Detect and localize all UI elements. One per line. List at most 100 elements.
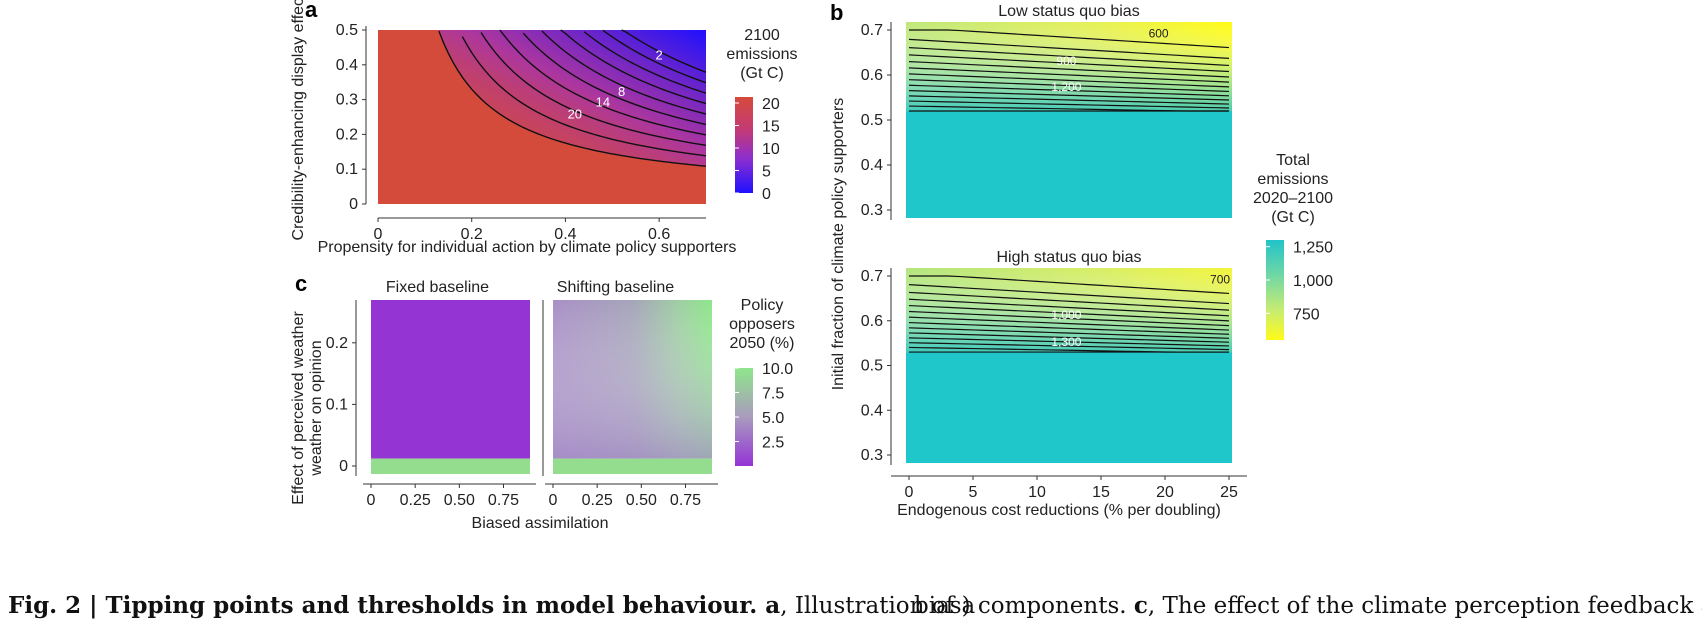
- panel-c-legend-title: Policy: [741, 297, 784, 314]
- panel-b-contour-label: 600: [1149, 27, 1169, 41]
- panel-c-legend-title: opposers: [729, 316, 795, 333]
- panel-a-contour-line: [602, 29, 707, 84]
- panel-b-x-tick-label: 10: [1028, 484, 1046, 501]
- panel-b-y-tick-label: 0.7: [861, 268, 883, 285]
- panel-a-contour-line: [438, 30, 707, 167]
- panel-b-contour-line: [908, 304, 1230, 322]
- panel-b-contour-line: [908, 47, 1230, 67]
- panel-b-contour-line: [908, 310, 1230, 327]
- panel-c-heatmap: [371, 300, 530, 459]
- panel-b-legend-title: Total: [1276, 152, 1310, 169]
- panel-c-y-tick-label: 0.2: [326, 335, 348, 352]
- panel-b-contour-line: [909, 29, 1230, 49]
- panel-c-x-tick-label: 0: [367, 492, 376, 509]
- panel-b-contour-line: [908, 327, 1230, 339]
- panel-c-colorbar-label: 10.0: [762, 361, 793, 378]
- panel-a-contour-line: [522, 32, 707, 126]
- panel-c-x-tick-label: 0.75: [670, 492, 701, 509]
- panel-b-y-label: Initial fraction of climate policy suppo…: [830, 98, 847, 391]
- panel-a-legend-title: emissions: [726, 46, 797, 63]
- panel-c-x-tick-label: 0.50: [444, 492, 475, 509]
- panel-a-contour-label: 8: [618, 84, 625, 99]
- panel-b-contour-line: [908, 73, 1230, 88]
- panel-b-colorbar: [1266, 240, 1284, 340]
- panel-b-contour-line: [908, 321, 1230, 335]
- panel-b-y-tick-label: 0.5: [861, 358, 883, 375]
- panel-a: a 2 8 14 20 0 0.1 0.2 0.3 0.4 0.5 0 0.2 0.4 0.6Propens…: [290, 0, 798, 256]
- panel-b-contour-line: [908, 342, 1230, 351]
- panel-a-colorbar-label: 10: [762, 141, 780, 158]
- panel-b-y-tick-label: 0.4: [861, 157, 883, 174]
- panel-b-y-tick-label: 0.4: [861, 402, 883, 419]
- panel-b-x-label: Endogenous cost reductions (% per doubli…: [897, 502, 1221, 519]
- panel-a-colorbar-label: 0: [762, 186, 771, 203]
- panel-b-contour-label: 1,200: [1051, 80, 1081, 94]
- panel-a-y-tick-label: 0: [349, 196, 358, 213]
- panel-a-y-tick-label: 0.5: [336, 22, 358, 39]
- panel-b-y-tick-label: 0.3: [861, 202, 883, 219]
- panel-b-facet-title: High status quo bias: [997, 249, 1142, 266]
- panel-b-legend-title: 2020–2100: [1253, 190, 1333, 207]
- panel-b-contour-label: 700: [1210, 273, 1230, 287]
- panel-b-y-tick-label: 0.5: [861, 112, 883, 129]
- panel-a-contour-line: [480, 32, 707, 147]
- panel-b-contour-line: [908, 38, 1230, 59]
- panel-a-colorbar-label: 15: [762, 119, 780, 136]
- panel-c-zero-row: [553, 458, 712, 474]
- panel-a-colorbar-label: 5: [762, 164, 771, 181]
- panel-c-facet-title: Shifting baseline: [557, 279, 675, 296]
- panel-b-x-tick-label: 20: [1156, 484, 1174, 501]
- panel-a-contour-line: [461, 36, 707, 157]
- panel-a-contour-line: [541, 30, 707, 115]
- panel-b-x-tick-label: 15: [1092, 484, 1110, 501]
- panel-b-colorbar-label: 750: [1293, 306, 1320, 323]
- panel-b-contour-line: [908, 84, 1230, 97]
- panel-a-y-tick-label: 0.4: [336, 57, 358, 74]
- panel-b-y-tick-label: 0.7: [861, 22, 883, 39]
- panel-c-x-tick-label: 0: [549, 492, 558, 509]
- panel-a-contour-line: [583, 31, 707, 94]
- panel-b-contour-line: [908, 316, 1230, 331]
- panel-b-contour-line: [908, 298, 1230, 317]
- panel-c-colorbar-label: 5.0: [762, 410, 784, 427]
- caption-left-bold: Fig. 2 | Tipping points and thresholds i…: [8, 592, 781, 619]
- panel-b-contour-line: [908, 95, 1230, 105]
- panel-a-y-label: Credibility-enhancing display effect: [290, 0, 307, 240]
- panel-c-y-label-2: weather on opinion: [308, 340, 325, 476]
- panel-c-legend-title: 2050 (%): [730, 335, 795, 352]
- panel-a-colorbar-label: 20: [762, 96, 780, 113]
- caption-right: bias) components. c, The effect of the c…: [914, 592, 1702, 619]
- panel-c-x-label: Biased assimilation: [472, 515, 609, 532]
- panel-a-x-tick-label: 0: [374, 226, 383, 243]
- panel-a-contour-line: [560, 29, 707, 105]
- panel-c-x-tick-label: 0.75: [488, 492, 519, 509]
- panel-a-contour-label: 14: [596, 95, 610, 110]
- caption-left: Fig. 2 | Tipping points and thresholds i…: [8, 592, 975, 619]
- panel-a-contour-label: 20: [568, 107, 582, 122]
- panel-c-letter: c: [295, 271, 307, 296]
- panel-a-y-tick-label: 0.3: [336, 92, 358, 109]
- panel-c: c Fixed baseline 0 0.25 0.50 0.75 0 0.1 0.2 Shift…: [290, 271, 795, 532]
- panel-b-facet-title: Low status quo bias: [998, 3, 1139, 20]
- panel-a-legend-title: 2100: [744, 27, 780, 44]
- panel-b-x-tick-label: 25: [1220, 484, 1238, 501]
- panel-b-contour-line: [908, 60, 1230, 78]
- panel-a-colorbar: [735, 97, 753, 193]
- panel-a-letter: a: [305, 0, 318, 22]
- panel-b-contour-label: 1,000: [1051, 308, 1081, 322]
- panel-b-y-tick-label: 0.6: [861, 67, 883, 84]
- panel-c-y-tick-label: 0.1: [326, 396, 348, 413]
- panel-b-contour-line: [908, 291, 1230, 311]
- panel-c-x-tick-label: 0.25: [582, 492, 613, 509]
- panel-b-letter: b: [830, 0, 843, 25]
- panel-b-y-tick-label: 0.3: [861, 447, 883, 464]
- panel-b-contour-line: [908, 100, 1230, 109]
- panel-b-contour-line: [909, 275, 1230, 295]
- panel-c-x-tick-label: 0.50: [626, 492, 657, 509]
- panel-b-y-tick-label: 0.6: [861, 313, 883, 330]
- panel-a-x-tick-label: 0.2: [461, 226, 483, 243]
- panel-b-contour-line: [908, 90, 1230, 101]
- panel-b-legend-title: emissions: [1257, 171, 1328, 188]
- panel-b-x-tick-label: 0: [905, 484, 914, 501]
- panel-c-x-tick-label: 0.25: [400, 492, 431, 509]
